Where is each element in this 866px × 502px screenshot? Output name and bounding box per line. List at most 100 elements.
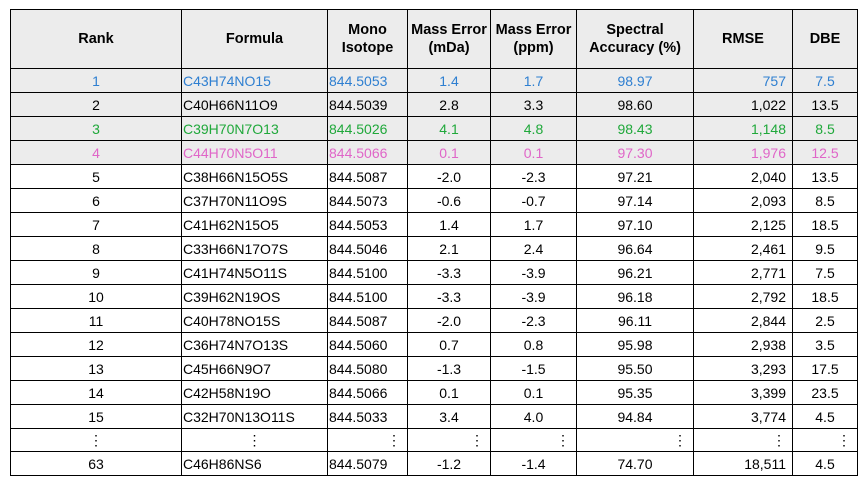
cell-mono-isotope: 844.5100 bbox=[327, 284, 408, 309]
cell-rank: 5 bbox=[10, 164, 182, 189]
cell-dbe: 12.5 bbox=[792, 140, 858, 165]
cell-formula: C42H58N19O bbox=[181, 380, 328, 405]
table-row: 63 C46H86NS6 844.5079 -1.2 -1.4 74.70 18,511 4.… bbox=[10, 451, 858, 476]
cell-dbe: 4.5 bbox=[792, 451, 858, 476]
cell-mono-isotope: 844.5066 bbox=[327, 380, 408, 405]
cell-spectral-accuracy: 98.97 bbox=[576, 68, 694, 93]
cell-mass-error-ppm: ⋮ bbox=[490, 428, 577, 452]
cell-rmse: ⋮ bbox=[693, 428, 793, 452]
cell-mono-isotope: 844.5087 bbox=[327, 164, 408, 189]
table-row: 10 C39H62N19OS 844.5100 -3.3 -3.9 96.18 2,792 1… bbox=[10, 284, 858, 309]
table-row: 5 C38H66N15O5S 844.5087 -2.0 -2.3 97.21 2,040 1… bbox=[10, 164, 858, 189]
cell-spectral-accuracy: 95.98 bbox=[576, 332, 694, 357]
cell-dbe: 9.5 bbox=[792, 236, 858, 261]
header-mono-isotope: Mono Isotope bbox=[327, 9, 408, 69]
cell-mono-isotope: 844.5053 bbox=[327, 212, 408, 237]
cell-mass-error-ppm: 0.1 bbox=[490, 380, 577, 405]
cell-rmse: 18,511 bbox=[693, 451, 793, 476]
cell-spectral-accuracy: 96.11 bbox=[576, 308, 694, 333]
cell-formula: C43H74NO15 bbox=[181, 68, 328, 93]
table-body: 1 C43H74NO15 844.5053 1.4 1.7 98.97 757 7.5 2 C40… bbox=[10, 68, 858, 476]
cell-dbe: 8.5 bbox=[792, 116, 858, 141]
header-rank: Rank bbox=[10, 9, 182, 69]
cell-rank: ⋮ bbox=[10, 428, 182, 452]
cell-formula: C32H70N13O11S bbox=[181, 404, 328, 429]
cell-mono-isotope: 844.5046 bbox=[327, 236, 408, 261]
cell-mass-error-mda: 1.4 bbox=[407, 68, 491, 93]
cell-dbe: 13.5 bbox=[792, 164, 858, 189]
table-row: 1 C43H74NO15 844.5053 1.4 1.7 98.97 757 7.5 bbox=[10, 68, 858, 93]
cell-rank: 15 bbox=[10, 404, 182, 429]
header-row: Rank Formula Mono Isotope Mass Error (mDa)… bbox=[10, 9, 858, 69]
cell-formula: C45H66N9O7 bbox=[181, 356, 328, 381]
formula-results-table: Rank Formula Mono Isotope Mass Error (mDa)… bbox=[10, 9, 858, 476]
cell-mono-isotope: 844.5079 bbox=[327, 451, 408, 476]
cell-rank: 9 bbox=[10, 260, 182, 285]
cell-formula: C36H74N7O13S bbox=[181, 332, 328, 357]
cell-formula: C33H66N17O7S bbox=[181, 236, 328, 261]
cell-spectral-accuracy: ⋮ bbox=[576, 428, 694, 452]
cell-dbe: ⋮ bbox=[792, 428, 858, 452]
cell-spectral-accuracy: 97.30 bbox=[576, 140, 694, 165]
cell-rank: 7 bbox=[10, 212, 182, 237]
cell-mass-error-mda: 0.1 bbox=[407, 140, 491, 165]
cell-rank: 4 bbox=[10, 140, 182, 165]
cell-mass-error-mda: ⋮ bbox=[407, 428, 491, 452]
cell-dbe: 2.5 bbox=[792, 308, 858, 333]
cell-rmse: 2,844 bbox=[693, 308, 793, 333]
cell-mass-error-mda: -1.3 bbox=[407, 356, 491, 381]
cell-mass-error-mda: 1.4 bbox=[407, 212, 491, 237]
cell-mass-error-ppm: 0.8 bbox=[490, 332, 577, 357]
cell-rank: 14 bbox=[10, 380, 182, 405]
table-row: 12 C36H74N7O13S 844.5060 0.7 0.8 95.98 2,938 3.… bbox=[10, 332, 858, 357]
cell-rmse: 2,093 bbox=[693, 188, 793, 213]
cell-formula: C44H70N5O11 bbox=[181, 140, 328, 165]
cell-rank: 2 bbox=[10, 92, 182, 117]
table-row: 4 C44H70N5O11 844.5066 0.1 0.1 97.30 1,976 12.5 bbox=[10, 140, 858, 165]
cell-dbe: 3.5 bbox=[792, 332, 858, 357]
cell-rmse: 2,771 bbox=[693, 260, 793, 285]
cell-spectral-accuracy: 96.21 bbox=[576, 260, 694, 285]
cell-mono-isotope: 844.5100 bbox=[327, 260, 408, 285]
table-row: 15 C32H70N13O11S 844.5033 3.4 4.0 94.84 3,774 4… bbox=[10, 404, 858, 429]
cell-mass-error-ppm: 1.7 bbox=[490, 68, 577, 93]
cell-mass-error-ppm: -2.3 bbox=[490, 308, 577, 333]
cell-mass-error-ppm: -3.9 bbox=[490, 284, 577, 309]
cell-rmse: 3,399 bbox=[693, 380, 793, 405]
cell-spectral-accuracy: 94.84 bbox=[576, 404, 694, 429]
cell-mass-error-mda: 2.8 bbox=[407, 92, 491, 117]
cell-dbe: 17.5 bbox=[792, 356, 858, 381]
cell-mono-isotope: 844.5066 bbox=[327, 140, 408, 165]
cell-mass-error-mda: 0.1 bbox=[407, 380, 491, 405]
cell-rank: 11 bbox=[10, 308, 182, 333]
cell-mono-isotope: 844.5039 bbox=[327, 92, 408, 117]
cell-formula: C41H74N5O11S bbox=[181, 260, 328, 285]
cell-mass-error-mda: 0.7 bbox=[407, 332, 491, 357]
cell-mono-isotope: 844.5026 bbox=[327, 116, 408, 141]
cell-rmse: 2,938 bbox=[693, 332, 793, 357]
table-row: 3 C39H70N7O13 844.5026 4.1 4.8 98.43 1,148 8.5 bbox=[10, 116, 858, 141]
cell-rmse: 1,022 bbox=[693, 92, 793, 117]
cell-formula: C38H66N15O5S bbox=[181, 164, 328, 189]
cell-formula: C39H70N7O13 bbox=[181, 116, 328, 141]
table-row: 9 C41H74N5O11S 844.5100 -3.3 -3.9 96.21 2,771 7… bbox=[10, 260, 858, 285]
cell-formula: C40H66N11O9 bbox=[181, 92, 328, 117]
cell-mass-error-ppm: 2.4 bbox=[490, 236, 577, 261]
cell-formula: C39H62N19OS bbox=[181, 284, 328, 309]
cell-formula: C40H78NO15S bbox=[181, 308, 328, 333]
cell-mass-error-ppm: -3.9 bbox=[490, 260, 577, 285]
cell-spectral-accuracy: 97.10 bbox=[576, 212, 694, 237]
cell-rmse: 2,125 bbox=[693, 212, 793, 237]
cell-mass-error-ppm: 3.3 bbox=[490, 92, 577, 117]
cell-rmse: 3,293 bbox=[693, 356, 793, 381]
cell-mono-isotope: 844.5033 bbox=[327, 404, 408, 429]
cell-mono-isotope: 844.5053 bbox=[327, 68, 408, 93]
table-row: 2 C40H66N11O9 844.5039 2.8 3.3 98.60 1,022 13.5 bbox=[10, 92, 858, 117]
cell-spectral-accuracy: 98.43 bbox=[576, 116, 694, 141]
cell-mass-error-mda: 3.4 bbox=[407, 404, 491, 429]
cell-spectral-accuracy: 95.50 bbox=[576, 356, 694, 381]
ellipsis-row: ⋮ ⋮ ⋮ ⋮ ⋮ ⋮ ⋮ ⋮ bbox=[10, 428, 858, 452]
cell-dbe: 8.5 bbox=[792, 188, 858, 213]
cell-dbe: 13.5 bbox=[792, 92, 858, 117]
cell-mono-isotope: 844.5080 bbox=[327, 356, 408, 381]
